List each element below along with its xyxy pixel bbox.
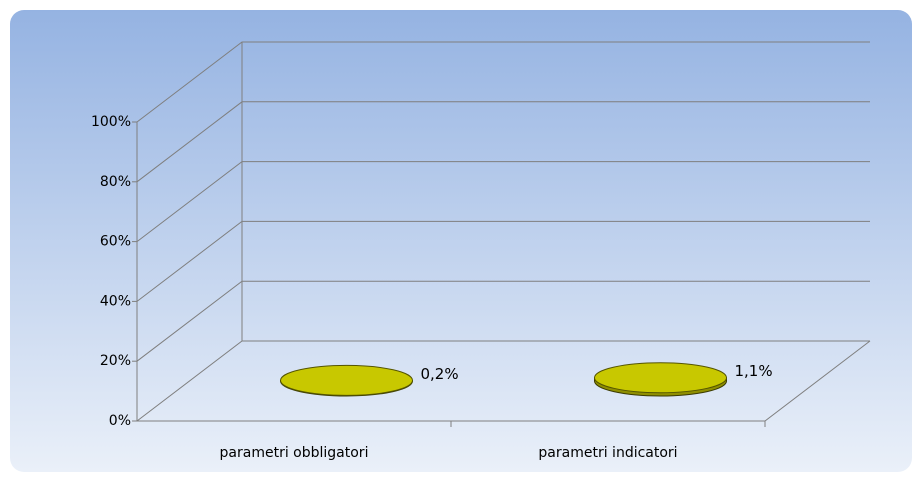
y-tick-label: 0% bbox=[109, 413, 131, 429]
grid-line bbox=[136, 280, 870, 362]
grid-line bbox=[136, 101, 870, 183]
data-label: 0,2% bbox=[421, 365, 459, 383]
bar bbox=[280, 364, 413, 397]
y-tick-label: 40% bbox=[100, 293, 131, 309]
grid-line bbox=[136, 340, 870, 422]
y-tick-label: 60% bbox=[100, 234, 131, 250]
y-tick-label: 100% bbox=[91, 114, 131, 130]
y-tick-label: 20% bbox=[100, 353, 131, 369]
x-tick-label: parametri obbligatori bbox=[220, 445, 369, 461]
bar-top bbox=[280, 364, 413, 396]
x-tick-label: parametri indicatori bbox=[538, 445, 677, 461]
data-label: 1,1% bbox=[735, 362, 773, 380]
grid-line bbox=[136, 220, 870, 302]
bar-top bbox=[594, 362, 727, 394]
grid-line bbox=[136, 41, 870, 123]
grid-line bbox=[136, 161, 870, 242]
chart-background bbox=[10, 10, 912, 472]
y-tick-label: 80% bbox=[100, 174, 131, 190]
bar bbox=[594, 362, 727, 397]
